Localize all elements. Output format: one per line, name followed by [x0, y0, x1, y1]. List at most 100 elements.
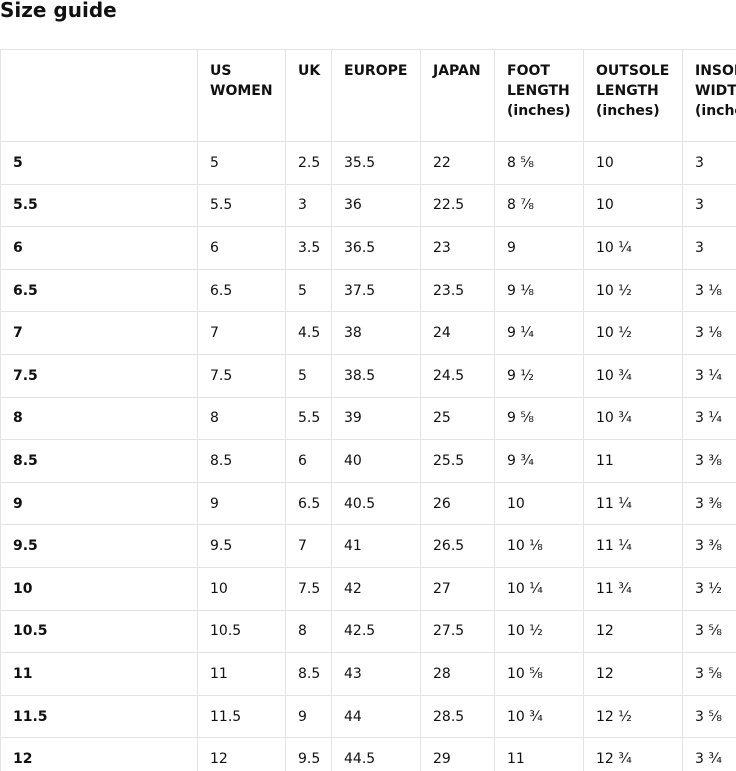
- table-cell: 25: [420, 396, 495, 441]
- table-row: 5 5 2.5 35.5 22 8 ⅝ 10 3: [0, 141, 736, 185]
- column-header: JAPAN: [420, 49, 495, 142]
- table-row: 11 11 8.5 43 28 10 ⅝ 12 3 ⅝: [0, 652, 736, 696]
- table-cell: 8.5: [285, 652, 332, 696]
- size-cell: 7.5: [0, 353, 198, 398]
- size-cell: 9: [0, 481, 198, 526]
- table-cell: 11.5: [197, 694, 286, 739]
- table-cell: 22: [420, 141, 495, 185]
- column-header: OUTSOLE LENGTH (inches): [583, 49, 683, 142]
- table-cell: 3 ¾: [682, 737, 736, 771]
- table-cell: 12: [583, 652, 683, 696]
- table-cell: 3: [682, 183, 736, 228]
- table-cell: 3 ⅝: [682, 694, 736, 739]
- size-cell: 10.5: [0, 609, 198, 654]
- table-cell: 9 ½: [494, 353, 584, 398]
- table-cell: 6: [197, 226, 286, 270]
- table-wrap: US WOMEN UK EUROPE JAPAN FOOT LENGTH (inches…: [0, 49, 736, 771]
- size-cell: 5: [0, 141, 198, 185]
- table-cell: 39: [331, 396, 421, 441]
- table-cell: 12 ¾: [583, 737, 683, 771]
- table-cell: 5.5: [197, 183, 286, 228]
- table-cell: 10: [583, 183, 683, 228]
- table-cell: 10 ½: [583, 268, 683, 313]
- table-cell: 3 ⅛: [682, 311, 736, 355]
- column-header: US WOMEN: [197, 49, 286, 142]
- table-cell: 36.5: [331, 226, 421, 270]
- size-cell: 6: [0, 226, 198, 270]
- table-cell: 3: [682, 226, 736, 270]
- table-cell: 11 ¼: [583, 481, 683, 526]
- table-cell: 7.5: [197, 353, 286, 398]
- table-cell: 3 ¼: [682, 353, 736, 398]
- table-cell: 3 ¼: [682, 396, 736, 441]
- table-cell: 3 ⅝: [682, 652, 736, 696]
- table-row: 5.5 5.5 3 36 22.5 8 ⅞ 10 3: [0, 183, 736, 228]
- column-header: EUROPE: [331, 49, 421, 142]
- table-cell: 27.5: [420, 609, 495, 654]
- table-cell: 44: [331, 694, 421, 739]
- size-cell: 8.5: [0, 439, 198, 483]
- table-cell: 42.5: [331, 609, 421, 654]
- table-row: 10.5 10.5 8 42.5 27.5 10 ½ 12 3 ⅝: [0, 609, 736, 654]
- table-cell: 43: [331, 652, 421, 696]
- table-cell: 40: [331, 439, 421, 483]
- column-header: UK: [285, 49, 332, 142]
- page-title: Size guide: [0, 0, 117, 22]
- table-cell: 5: [285, 353, 332, 398]
- table-cell: 6.5: [285, 481, 332, 526]
- table-cell: 3 ⅜: [682, 524, 736, 568]
- table-cell: 36: [331, 183, 421, 228]
- size-cell: 6.5: [0, 268, 198, 313]
- table-cell: 42: [331, 566, 421, 611]
- table-cell: 24: [420, 311, 495, 355]
- table-cell: 41: [331, 524, 421, 568]
- table-cell: 10 ¼: [494, 566, 584, 611]
- table-cell: 10: [583, 141, 683, 185]
- table-cell: 6.5: [197, 268, 286, 313]
- table-cell: 3 ⅛: [682, 268, 736, 313]
- table-cell: 10 ½: [583, 311, 683, 355]
- table-cell: 7.5: [285, 566, 332, 611]
- table-cell: 9.5: [285, 737, 332, 771]
- table-cell: 3: [285, 183, 332, 228]
- table-cell: 12: [583, 609, 683, 654]
- table-cell: 10 ¾: [494, 694, 584, 739]
- table-cell: 4.5: [285, 311, 332, 355]
- size-cell: 7: [0, 311, 198, 355]
- table-cell: 11: [494, 737, 584, 771]
- size-cell: 10: [0, 566, 198, 611]
- table-cell: 23: [420, 226, 495, 270]
- table-cell: 10 ⅛: [494, 524, 584, 568]
- header-row: US WOMEN UK EUROPE JAPAN FOOT LENGTH (inches…: [0, 49, 736, 142]
- table-cell: 26.5: [420, 524, 495, 568]
- table-cell: 3 ⅜: [682, 481, 736, 526]
- table-cell: 44.5: [331, 737, 421, 771]
- table-cell: 9 ¼: [494, 311, 584, 355]
- table-cell: 2.5: [285, 141, 332, 185]
- table-cell: 3 ⅝: [682, 609, 736, 654]
- table-cell: 3 ½: [682, 566, 736, 611]
- table-cell: 11: [583, 439, 683, 483]
- table-cell: 25.5: [420, 439, 495, 483]
- column-header: FOOT LENGTH (inches): [494, 49, 584, 142]
- table-cell: 11: [197, 652, 286, 696]
- table-cell: 23.5: [420, 268, 495, 313]
- table-cell: 8 ⅝: [494, 141, 584, 185]
- table-body: 5 5 2.5 35.5 22 8 ⅝ 10 3 5.5 5.5 3 36 22.5 8 ⅞ 10 3 6 6 3.…: [0, 141, 736, 771]
- size-cell: 9.5: [0, 524, 198, 568]
- table-cell: 24.5: [420, 353, 495, 398]
- table-cell: 9: [494, 226, 584, 270]
- table-cell: 35.5: [331, 141, 421, 185]
- table-cell: 28.5: [420, 694, 495, 739]
- table-cell: 38.5: [331, 353, 421, 398]
- table-cell: 7: [285, 524, 332, 568]
- corner-cell: [0, 49, 198, 142]
- table-cell: 7: [197, 311, 286, 355]
